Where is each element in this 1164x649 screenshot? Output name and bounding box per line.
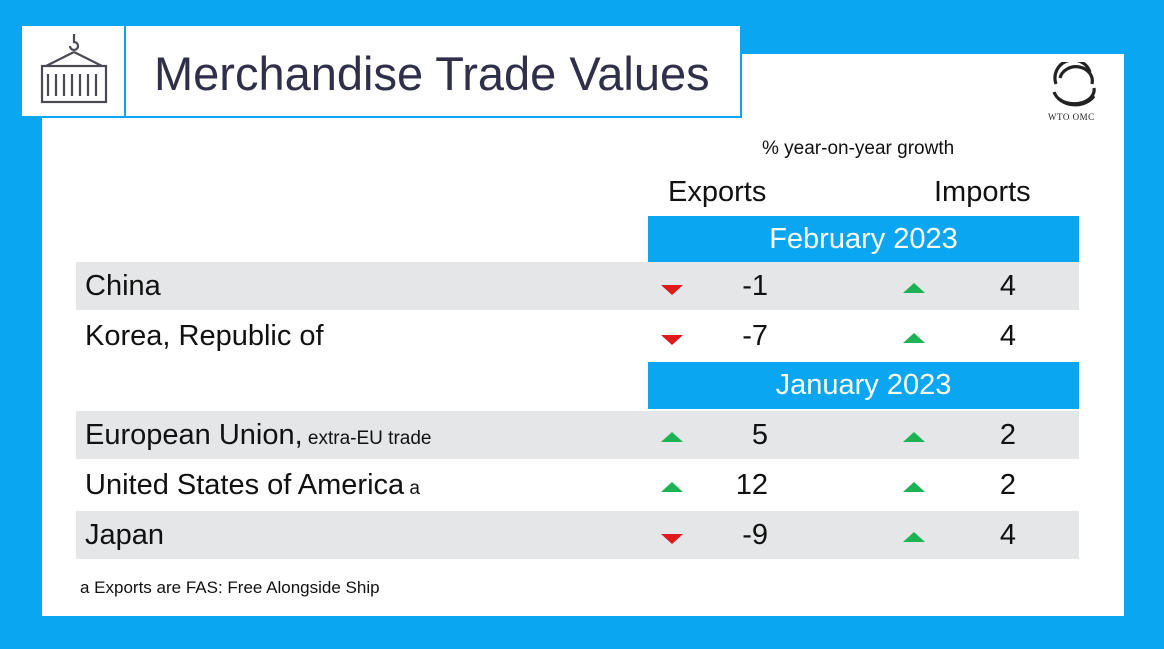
container-icon-box [22, 26, 126, 116]
exports-value: 5 [751, 419, 768, 451]
table-row: Korea, Republic of -7 4 [76, 312, 1079, 360]
subtitle: % year-on-year growth [762, 138, 955, 159]
exports-value: -7 [742, 320, 768, 352]
country-name: China [85, 270, 161, 302]
table-row: United States of America a 12 2 [76, 461, 1079, 509]
wto-globe-logo-icon [1052, 62, 1096, 107]
imports-value: 2 [999, 469, 1016, 501]
imports-value: 4 [999, 519, 1016, 551]
imports-value: 4 [999, 270, 1016, 302]
table-row: China -1 4 [76, 262, 1079, 310]
imports-value: 4 [999, 320, 1016, 352]
up-arrow-icon [902, 431, 926, 443]
exports-value: -9 [742, 519, 768, 551]
down-arrow-icon [660, 334, 684, 346]
logo-text: WTO OMC [1048, 112, 1095, 122]
country-label: Korea, Republic of [85, 312, 324, 360]
exports-column-header: Exports [668, 176, 767, 208]
country-name: European Union, [85, 419, 303, 451]
country-note: a [404, 478, 421, 499]
down-arrow-icon [660, 533, 684, 545]
exports-value: -1 [742, 270, 768, 302]
table-row: European Union, extra-EU trade 5 2 [76, 411, 1079, 459]
country-name: Korea, Republic of [85, 320, 324, 352]
down-arrow-icon [660, 284, 684, 296]
country-note: extra-EU trade [302, 428, 432, 449]
country-label: United States of America a [85, 461, 420, 509]
shipping-container-icon [40, 34, 108, 104]
imports-value: 2 [999, 419, 1016, 451]
imports-column-header: Imports [934, 176, 1031, 208]
page-title: Merchandise Trade Values [154, 47, 710, 100]
up-arrow-icon [902, 282, 926, 294]
up-arrow-icon [660, 481, 684, 493]
country-label: Japan [85, 511, 164, 559]
country-name: Japan [85, 519, 165, 551]
country-name: United States of America [85, 469, 405, 501]
period-header: January 2023 [648, 362, 1079, 409]
country-label: European Union, extra-EU trade [85, 411, 431, 459]
footnote: a Exports are FAS: Free Alongside Ship [80, 578, 380, 597]
up-arrow-icon [902, 531, 926, 543]
exports-value: 12 [735, 469, 768, 501]
table-row: Japan -9 4 [76, 511, 1079, 559]
country-label: China [85, 262, 161, 310]
title-box: Merchandise Trade Values [20, 24, 742, 118]
period-header: February 2023 [648, 216, 1079, 263]
up-arrow-icon [902, 332, 926, 344]
up-arrow-icon [902, 481, 926, 493]
up-arrow-icon [660, 431, 684, 443]
